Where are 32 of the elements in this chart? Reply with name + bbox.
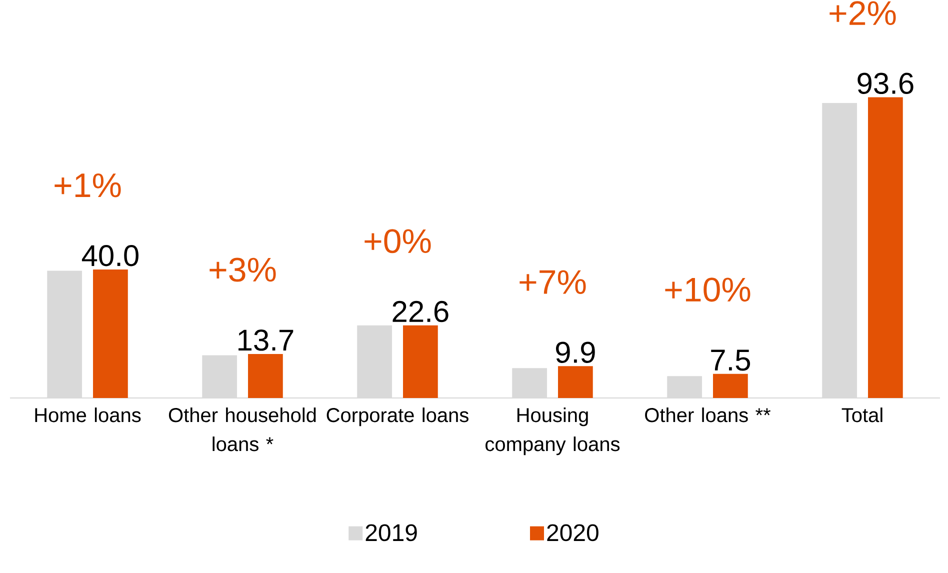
data-label: 40.0	[82, 245, 138, 266]
bar	[357, 325, 392, 398]
x-tick-label: Housing company loans	[486, 408, 620, 456]
x-tick-label: Total	[842, 408, 882, 422]
annotation: +1%	[54, 173, 121, 198]
annotation: +0%	[364, 229, 431, 254]
bar	[403, 325, 438, 398]
data-label: 93.6	[858, 72, 914, 94]
bar	[202, 355, 238, 398]
legend-label: 2019	[366, 524, 417, 542]
annotation: +10%	[665, 278, 750, 302]
bar	[822, 103, 857, 398]
data-label: 22.6	[392, 300, 448, 322]
x-tick-label: Home loans	[35, 408, 141, 422]
x-tick-label: Other household loans *	[168, 408, 316, 452]
bar	[667, 376, 702, 398]
bar	[558, 366, 593, 398]
text: +2%	[830, 1, 896, 26]
bar	[512, 368, 547, 398]
legend-label: 2020	[547, 524, 598, 542]
data-label: 13.7	[238, 330, 294, 351]
data-label: 7.5	[711, 350, 750, 371]
x-tick-label: Corporate loans	[326, 408, 468, 426]
data-label: 9.9	[556, 342, 595, 363]
bar	[868, 97, 903, 398]
annotation: +7%	[520, 270, 586, 294]
bar	[47, 270, 82, 398]
x-tick-label: Other loans **	[645, 408, 771, 422]
bar	[713, 374, 748, 398]
bar	[248, 354, 283, 398]
bar	[93, 269, 128, 398]
annotation: +3%	[210, 258, 276, 282]
